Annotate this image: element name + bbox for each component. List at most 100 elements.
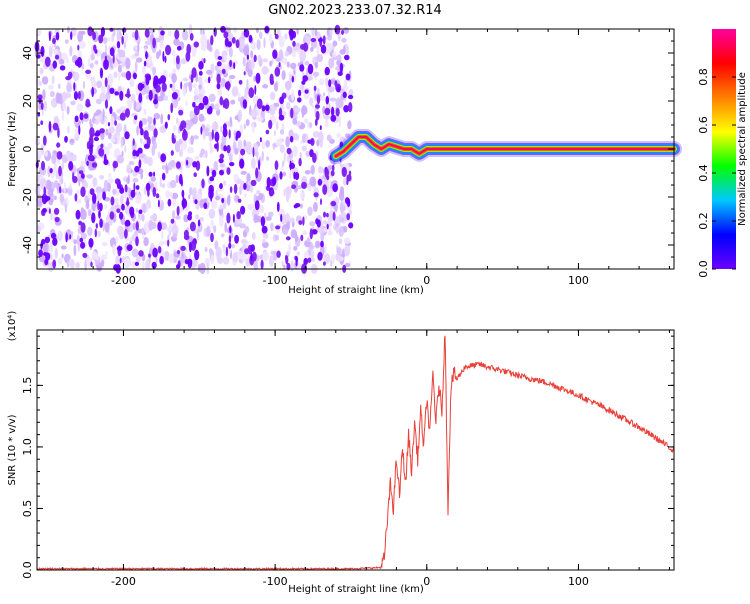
noise-blob bbox=[316, 139, 320, 147]
noise-blob bbox=[77, 91, 81, 100]
noise-blob bbox=[174, 141, 181, 153]
noise-blob bbox=[125, 108, 130, 118]
noise-blob bbox=[262, 233, 269, 239]
noise-blob bbox=[206, 39, 210, 51]
noise-blob bbox=[134, 261, 140, 266]
noise-blob bbox=[264, 104, 270, 112]
noise-blob bbox=[116, 32, 120, 44]
noise-blob bbox=[99, 175, 105, 180]
noise-blob bbox=[59, 65, 66, 71]
noise-blob bbox=[127, 174, 130, 184]
noise-blob bbox=[89, 62, 94, 69]
snr-frame bbox=[36, 329, 675, 571]
noise-blob bbox=[323, 114, 330, 120]
noise-blob bbox=[240, 38, 245, 50]
noise-blob bbox=[170, 102, 174, 114]
noise-blob bbox=[109, 87, 115, 95]
noise-blob bbox=[47, 165, 51, 178]
noise-blob bbox=[142, 65, 146, 75]
noise-blob bbox=[194, 249, 200, 261]
noise-blob bbox=[291, 184, 297, 189]
noise-blob bbox=[233, 183, 238, 194]
x-tick-label: -200 bbox=[111, 575, 136, 588]
noise-blob bbox=[160, 113, 164, 125]
noise-blob bbox=[98, 210, 101, 219]
noise-blob bbox=[250, 108, 258, 118]
noise-blob bbox=[133, 99, 137, 111]
noise-blob bbox=[152, 66, 157, 76]
noise-blob bbox=[180, 245, 186, 251]
y-tick-label: 1.0 bbox=[21, 438, 34, 456]
noise-blob bbox=[307, 257, 312, 263]
noise-blob bbox=[76, 234, 80, 246]
colorbar-label: Normalized spectral amplitude bbox=[737, 72, 748, 226]
noise-blob bbox=[76, 103, 84, 112]
noise-blob bbox=[339, 217, 345, 223]
noise-blob bbox=[202, 198, 207, 204]
colorbar-ticks: 0.0 0.2 0.4 0.6 0.8 bbox=[697, 68, 736, 278]
noise-blob bbox=[66, 260, 70, 268]
noise-blob bbox=[204, 246, 208, 253]
noise-blob bbox=[229, 186, 233, 194]
snr-multiplier: (x10⁴) bbox=[7, 311, 18, 342]
noise-blob bbox=[91, 251, 98, 258]
noise-blob bbox=[229, 59, 233, 68]
noise-blob bbox=[165, 163, 168, 174]
noise-blob bbox=[334, 80, 338, 87]
noise-blob bbox=[48, 187, 54, 198]
noise-blob bbox=[224, 26, 231, 33]
noise-blob bbox=[233, 62, 236, 70]
noise-region bbox=[34, 24, 354, 275]
noise-blob bbox=[48, 84, 54, 90]
noise-blob bbox=[161, 82, 167, 92]
noise-blob bbox=[175, 215, 181, 220]
noise-blob bbox=[173, 125, 177, 131]
noise-blob bbox=[208, 208, 216, 219]
noise-blob bbox=[297, 97, 302, 103]
noise-blob bbox=[246, 54, 249, 60]
noise-blob bbox=[105, 116, 108, 127]
snr-panel: -200 -100 0 100 0.0 0.5 1.0 1.5 Height of strai… bbox=[7, 311, 675, 595]
noise-blob bbox=[188, 241, 192, 253]
noise-blob bbox=[115, 255, 120, 267]
noise-blob bbox=[216, 82, 221, 90]
noise-blob bbox=[44, 56, 51, 67]
noise-blob bbox=[162, 51, 165, 62]
noise-blob bbox=[157, 246, 162, 254]
noise-blob bbox=[292, 145, 298, 157]
noise-blob bbox=[345, 133, 350, 139]
colorbar-gradient bbox=[712, 29, 736, 269]
noise-blob bbox=[286, 88, 290, 99]
noise-blob bbox=[125, 57, 131, 70]
noise-blob bbox=[43, 100, 47, 112]
noise-blob bbox=[229, 162, 235, 167]
noise-blob bbox=[314, 61, 319, 69]
noise-blob bbox=[112, 188, 117, 194]
noise-blob bbox=[58, 165, 62, 177]
noise-blob bbox=[52, 38, 56, 44]
noise-blob bbox=[276, 250, 281, 258]
noise-blob bbox=[118, 49, 126, 59]
noise-blob bbox=[250, 50, 254, 59]
noise-blob bbox=[290, 89, 295, 102]
noise-blob bbox=[98, 192, 103, 199]
noise-blob bbox=[221, 134, 227, 145]
noise-blob bbox=[198, 113, 205, 122]
noise-blob bbox=[202, 95, 209, 106]
noise-blob bbox=[141, 117, 148, 125]
noise-blob bbox=[121, 35, 124, 45]
noise-blob bbox=[107, 37, 111, 42]
noise-blob bbox=[303, 215, 308, 220]
noise-blob bbox=[236, 195, 240, 200]
noise-blob bbox=[313, 201, 318, 213]
noise-blob bbox=[139, 137, 143, 144]
noise-blob bbox=[307, 206, 313, 216]
noise-blob bbox=[302, 75, 309, 82]
noise-blob bbox=[187, 214, 193, 221]
noise-blob bbox=[219, 96, 224, 106]
noise-blob bbox=[118, 71, 121, 81]
noise-blob bbox=[109, 27, 114, 32]
noise-blob bbox=[255, 72, 261, 84]
noise-blob bbox=[224, 222, 227, 233]
noise-blob bbox=[52, 48, 59, 54]
